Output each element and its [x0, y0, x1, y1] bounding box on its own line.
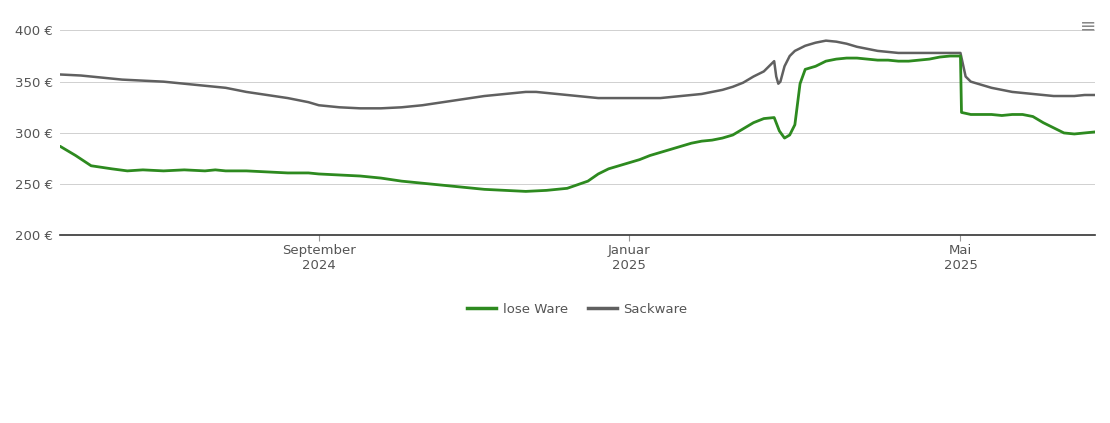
Legend: lose Ware, Sackware: lose Ware, Sackware: [462, 298, 693, 321]
Text: ≡: ≡: [1080, 17, 1097, 36]
